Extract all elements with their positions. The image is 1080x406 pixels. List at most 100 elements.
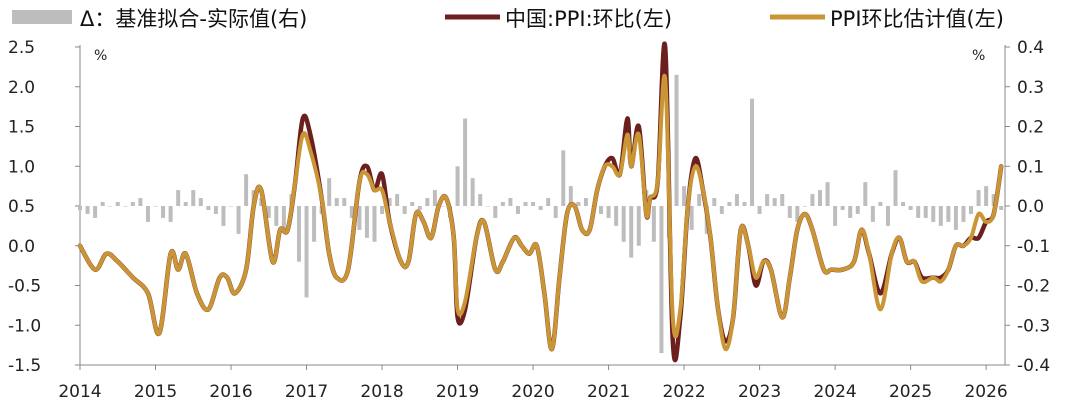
- delta-bar: [274, 206, 279, 226]
- delta-bars: [78, 74, 1004, 354]
- delta-bar: [515, 206, 520, 214]
- delta-bar: [508, 198, 513, 206]
- delta-bar: [327, 178, 332, 206]
- delta-bar: [682, 186, 687, 206]
- delta-bar: [606, 206, 611, 218]
- delta-bar: [689, 206, 694, 230]
- left-tick-label: -0.5: [8, 277, 41, 297]
- delta-bar: [583, 198, 588, 206]
- delta-bar: [697, 194, 702, 206]
- delta-bar: [568, 186, 573, 206]
- delta-bar: [206, 206, 211, 210]
- left-tick-label: 2.0: [8, 78, 35, 98]
- delta-bar: [818, 190, 822, 206]
- delta-bar: [719, 206, 724, 214]
- delta-bar: [213, 206, 218, 214]
- delta-bar: [976, 190, 981, 206]
- x-tick-label: 2015: [134, 382, 177, 402]
- delta-bar: [85, 206, 90, 214]
- delta-bar: [485, 206, 490, 207]
- delta-bar: [357, 206, 362, 230]
- delta-bar: [848, 206, 853, 218]
- delta-bar: [546, 198, 551, 206]
- delta-bar: [961, 206, 966, 222]
- delta-bar: [561, 150, 566, 206]
- axes: [79, 45, 1006, 366]
- delta-bar: [923, 206, 928, 218]
- delta-bar: [470, 178, 475, 206]
- right-tick-label: 0.0: [1017, 197, 1044, 217]
- delta-bar: [236, 206, 241, 234]
- delta-bar: [191, 190, 196, 206]
- left-tick-label: 0.5: [8, 197, 35, 217]
- right-tick-label: 0.1: [1017, 157, 1044, 177]
- delta-bar: [463, 118, 468, 206]
- delta-bar: [100, 202, 105, 206]
- delta-bar: [304, 206, 309, 298]
- x-tick-label: 2020: [511, 382, 554, 402]
- actual-ppi-line: [77, 41, 1004, 363]
- delta-bar: [281, 206, 286, 230]
- delta-bar: [387, 198, 392, 206]
- delta-bar: [908, 206, 913, 210]
- delta-bar: [176, 190, 181, 206]
- delta-bar: [229, 206, 234, 207]
- delta-bar: [750, 98, 755, 206]
- delta-bar: [221, 206, 226, 226]
- delta-bar: [168, 206, 173, 222]
- delta-bar: [946, 206, 951, 222]
- legend-bar-label: Δ：基准拟合-实际值(右): [80, 7, 307, 31]
- delta-bar: [802, 206, 807, 207]
- delta-bar: [878, 202, 883, 206]
- delta-bar: [659, 206, 664, 354]
- left-tick-label: 2.5: [8, 38, 35, 58]
- delta-bar: [901, 202, 906, 206]
- delta-bar: [538, 206, 543, 210]
- delta-bar: [364, 206, 369, 238]
- delta-bar: [78, 206, 82, 210]
- delta-bar: [198, 198, 203, 206]
- x-tick-label: 2014: [58, 382, 101, 402]
- delta-bar: [334, 198, 339, 206]
- delta-bar: [885, 206, 890, 226]
- x-tick-label: 2019: [436, 382, 479, 402]
- delta-bar: [349, 206, 354, 218]
- delta-bar: [825, 182, 830, 206]
- delta-bar: [938, 206, 943, 226]
- left-unit-label: %: [94, 48, 107, 64]
- delta-bar: [440, 206, 445, 207]
- delta-bar: [531, 202, 536, 206]
- delta-bar: [93, 206, 98, 218]
- right-tick-label: 0.2: [1017, 118, 1044, 138]
- delta-bar: [757, 206, 762, 214]
- delta-bar: [553, 206, 558, 218]
- delta-bar: [772, 198, 777, 206]
- delta-bar: [523, 202, 528, 206]
- delta-bar: [734, 194, 739, 206]
- delta-bar: [629, 206, 634, 258]
- delta-bar: [833, 206, 838, 226]
- delta-bar: [916, 206, 921, 218]
- x-tick-label: 2018: [360, 382, 403, 402]
- delta-bar: [991, 194, 996, 206]
- left-tick-label: -1.5: [8, 356, 41, 376]
- x-ticks: 2014 2015 2016 2017 2018 2019 2020 2021 2022 2023…: [58, 365, 1008, 402]
- delta-bar: [742, 202, 747, 206]
- delta-bar: [712, 198, 717, 206]
- delta-bar: [296, 206, 301, 262]
- x-tick-label: 2023: [738, 382, 781, 402]
- delta-bar: [108, 206, 113, 207]
- delta-bar: [599, 206, 604, 214]
- delta-bar: [380, 206, 385, 214]
- delta-bar: [795, 206, 800, 222]
- right-tick-label: -0.3: [1017, 316, 1050, 336]
- delta-bar: [999, 206, 1004, 210]
- left-tick-label: 1.5: [8, 118, 35, 138]
- delta-bar: [500, 202, 505, 206]
- delta-bar: [870, 206, 875, 222]
- delta-bar: [636, 206, 641, 246]
- delta-bar: [123, 206, 128, 207]
- delta-bar: [810, 194, 815, 206]
- legend-actual-label: 中国:PPI:环比(左): [505, 7, 672, 31]
